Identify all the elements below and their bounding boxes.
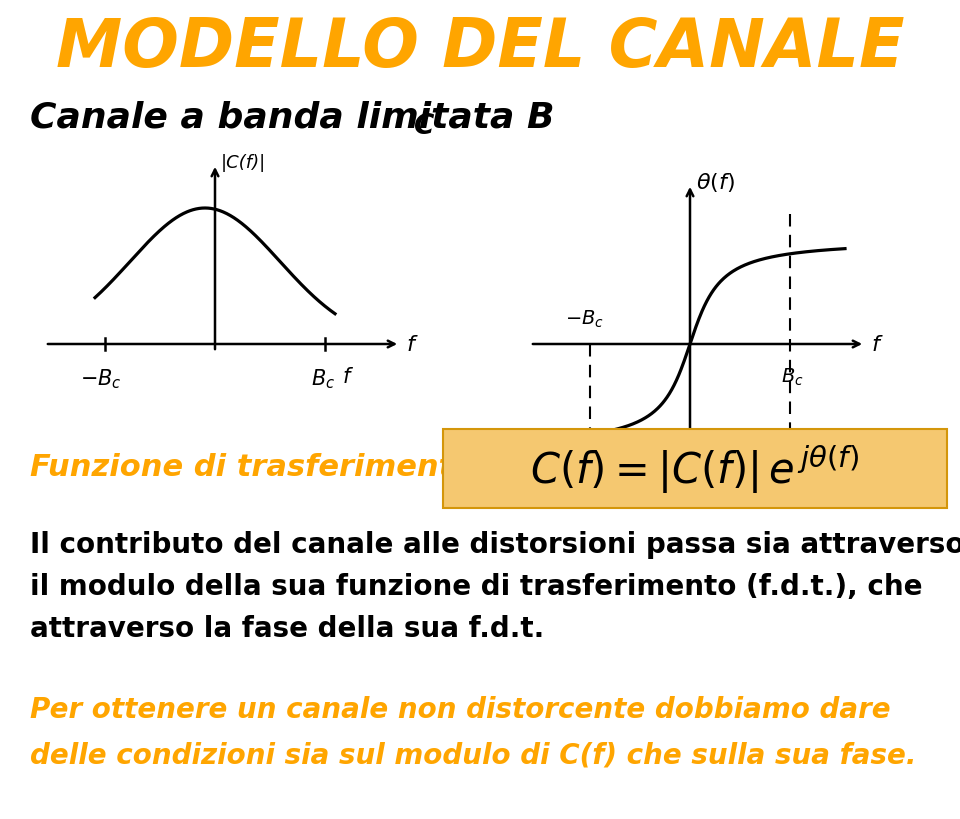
Text: Canale a banda limitata B: Canale a banda limitata B — [30, 101, 555, 135]
Text: $-B_c$: $-B_c$ — [565, 308, 605, 329]
Text: MODELLO DEL CANALE: MODELLO DEL CANALE — [56, 15, 904, 81]
Text: C: C — [414, 112, 434, 140]
Text: $B_c$: $B_c$ — [311, 367, 335, 390]
Text: f: f — [871, 335, 878, 355]
Text: f: f — [343, 367, 350, 387]
Text: $C(f) = |C(f)|\,e^{\,j\theta(f)}$: $C(f) = |C(f)|\,e^{\,j\theta(f)}$ — [531, 442, 859, 495]
Text: delle condizioni sia sul modulo di C(f) che sulla sua fase.: delle condizioni sia sul modulo di C(f) … — [30, 741, 917, 769]
Text: $B_c$: $B_c$ — [780, 367, 804, 388]
Text: Funzione di trasferimento:: Funzione di trasferimento: — [30, 453, 487, 482]
Text: f: f — [406, 335, 414, 355]
FancyBboxPatch shape — [443, 429, 947, 509]
Text: $\theta(f)$: $\theta(f)$ — [696, 171, 734, 194]
Text: $-B_c$: $-B_c$ — [81, 367, 122, 390]
Text: |C(f)|: |C(f)| — [221, 154, 266, 172]
Text: attraverso la fase della sua f.d.t.: attraverso la fase della sua f.d.t. — [30, 614, 544, 642]
Text: il modulo della sua funzione di trasferimento (f.d.t.), che: il modulo della sua funzione di trasferi… — [30, 572, 923, 600]
Text: Il contributo del canale alle distorsioni passa sia attraverso: Il contributo del canale alle distorsion… — [30, 531, 960, 559]
Text: Per ottenere un canale non distorcente dobbiamo dare: Per ottenere un canale non distorcente d… — [30, 695, 891, 723]
